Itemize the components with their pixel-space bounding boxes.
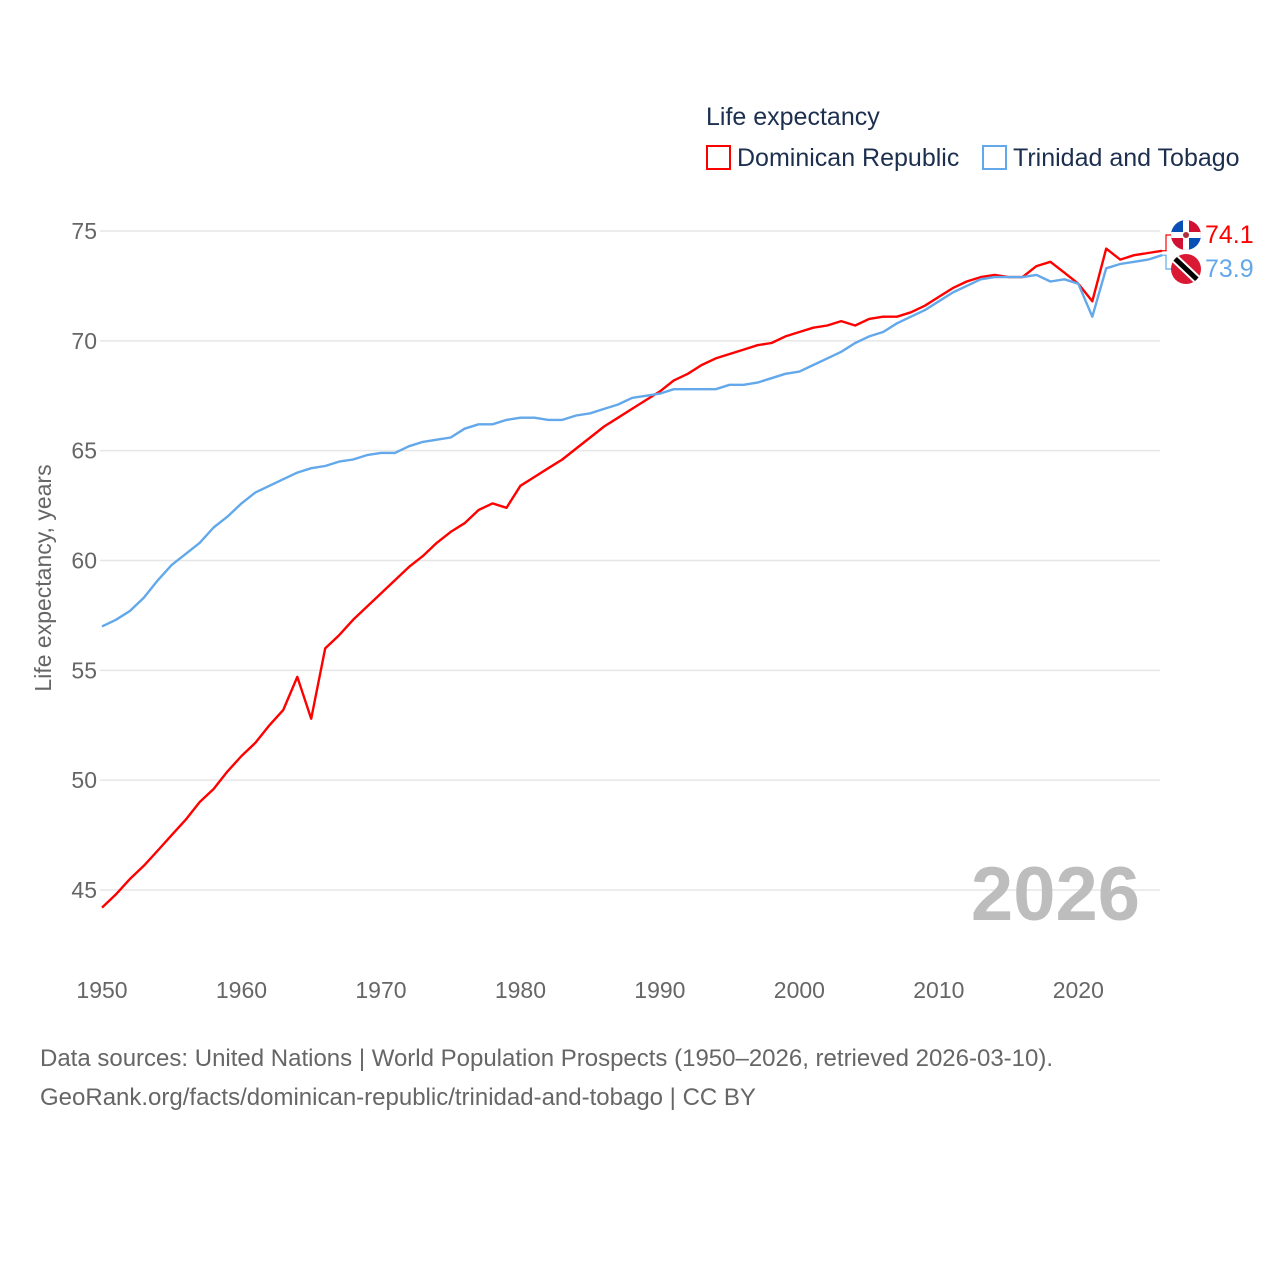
x-tick-label: 1990: [634, 977, 685, 1003]
current-year-label: 2026: [971, 852, 1140, 937]
y-tick-label: 65: [71, 438, 97, 464]
x-tick-label: 1950: [76, 977, 127, 1003]
y-tick-label: 60: [71, 548, 97, 574]
y-tick-label: 70: [71, 328, 97, 354]
legend-swatch: [982, 145, 1007, 170]
y-tick-label: 50: [71, 767, 97, 793]
series-line-dominican-republic: [101, 247, 1163, 909]
x-tick-label: 1970: [355, 977, 406, 1003]
end-label-connector: [1162, 234, 1171, 252]
data-sources-text: Data sources: United Nations | World Pop…: [40, 1045, 1054, 1072]
y-tick-label: 75: [71, 218, 97, 244]
legend-item-trinidad-and-tobago[interactable]: Trinidad and Tobago: [982, 144, 1240, 172]
x-tick-label: 2000: [774, 977, 825, 1003]
series-lines: [101, 247, 1163, 909]
end-labels: 74.1 73.9: [1162, 221, 1254, 283]
trinidad-and-tobago-flag-icon: [1171, 254, 1201, 284]
y-axis-label: Life expectancy, years: [30, 464, 56, 691]
series-line-trinidad-and-tobago: [101, 254, 1163, 628]
x-tick-label: 2010: [913, 977, 964, 1003]
dominican-republic-flag-icon: [1171, 220, 1201, 250]
end-label-connector: [1162, 254, 1171, 270]
end-value-label: 73.9: [1205, 255, 1254, 283]
x-tick-label: 2020: [1053, 977, 1104, 1003]
x-tick-label: 1960: [216, 977, 267, 1003]
legend-swatch: [706, 145, 731, 170]
x-axis-ticks: 1950 1960 1970 1980 1990 2000 2010 2020: [76, 977, 1103, 1003]
legend-title: Life expectancy: [706, 103, 880, 131]
source-url-text[interactable]: GeoRank.org/facts/dominican-republic/tri…: [40, 1084, 756, 1111]
x-tick-label: 1980: [495, 977, 546, 1003]
end-value-label: 74.1: [1205, 221, 1254, 249]
y-tick-label: 55: [71, 657, 97, 683]
legend-label: Dominican Republic: [737, 144, 959, 172]
legend-label: Trinidad and Tobago: [1013, 144, 1240, 172]
y-axis-ticks: 45 50 55 60 65 70 75: [71, 218, 97, 903]
grid-lines: [100, 230, 1160, 891]
y-tick-label: 45: [71, 877, 97, 903]
legend-item-dominican-republic[interactable]: Dominican Republic: [706, 144, 959, 172]
